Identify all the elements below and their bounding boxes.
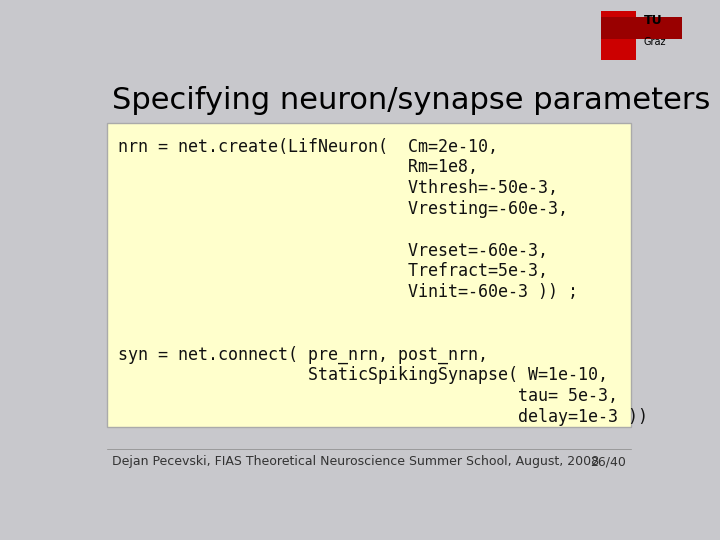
Text: 26/40: 26/40 bbox=[590, 455, 626, 468]
FancyBboxPatch shape bbox=[107, 123, 631, 427]
Text: syn = net.connect( pre_nrn, post_nrn,: syn = net.connect( pre_nrn, post_nrn, bbox=[118, 346, 488, 364]
Text: Dejan Pecevski, FIAS Theoretical Neuroscience Summer School, August, 2008: Dejan Pecevski, FIAS Theoretical Neurosc… bbox=[112, 455, 600, 468]
Text: Vreset=-60e-3,: Vreset=-60e-3, bbox=[118, 241, 548, 260]
Bar bbox=[636, 17, 682, 39]
Text: nrn = net.create(LifNeuron(  Cm=2e-10,: nrn = net.create(LifNeuron( Cm=2e-10, bbox=[118, 138, 498, 156]
Text: tau= 5e-3,: tau= 5e-3, bbox=[118, 387, 618, 405]
Text: Vresting=-60e-3,: Vresting=-60e-3, bbox=[118, 200, 568, 218]
Bar bbox=[601, 17, 636, 39]
Text: TU: TU bbox=[644, 14, 662, 27]
Text: Trefract=5e-3,: Trefract=5e-3, bbox=[118, 262, 548, 280]
Text: Specifying neuron/synapse parameters: Specifying neuron/synapse parameters bbox=[112, 85, 711, 114]
Text: Vthresh=-50e-3,: Vthresh=-50e-3, bbox=[118, 179, 558, 197]
Text: delay=1e-3 )): delay=1e-3 )) bbox=[118, 408, 648, 426]
Bar bbox=[601, 11, 636, 60]
Text: StaticSpikingSynapse( W=1e-10,: StaticSpikingSynapse( W=1e-10, bbox=[118, 366, 608, 384]
Text: Graz: Graz bbox=[644, 37, 666, 47]
Bar bbox=[601, 17, 682, 39]
Text: Rm=1e8,: Rm=1e8, bbox=[118, 158, 478, 177]
Text: Vinit=-60e-3 )) ;: Vinit=-60e-3 )) ; bbox=[118, 283, 578, 301]
